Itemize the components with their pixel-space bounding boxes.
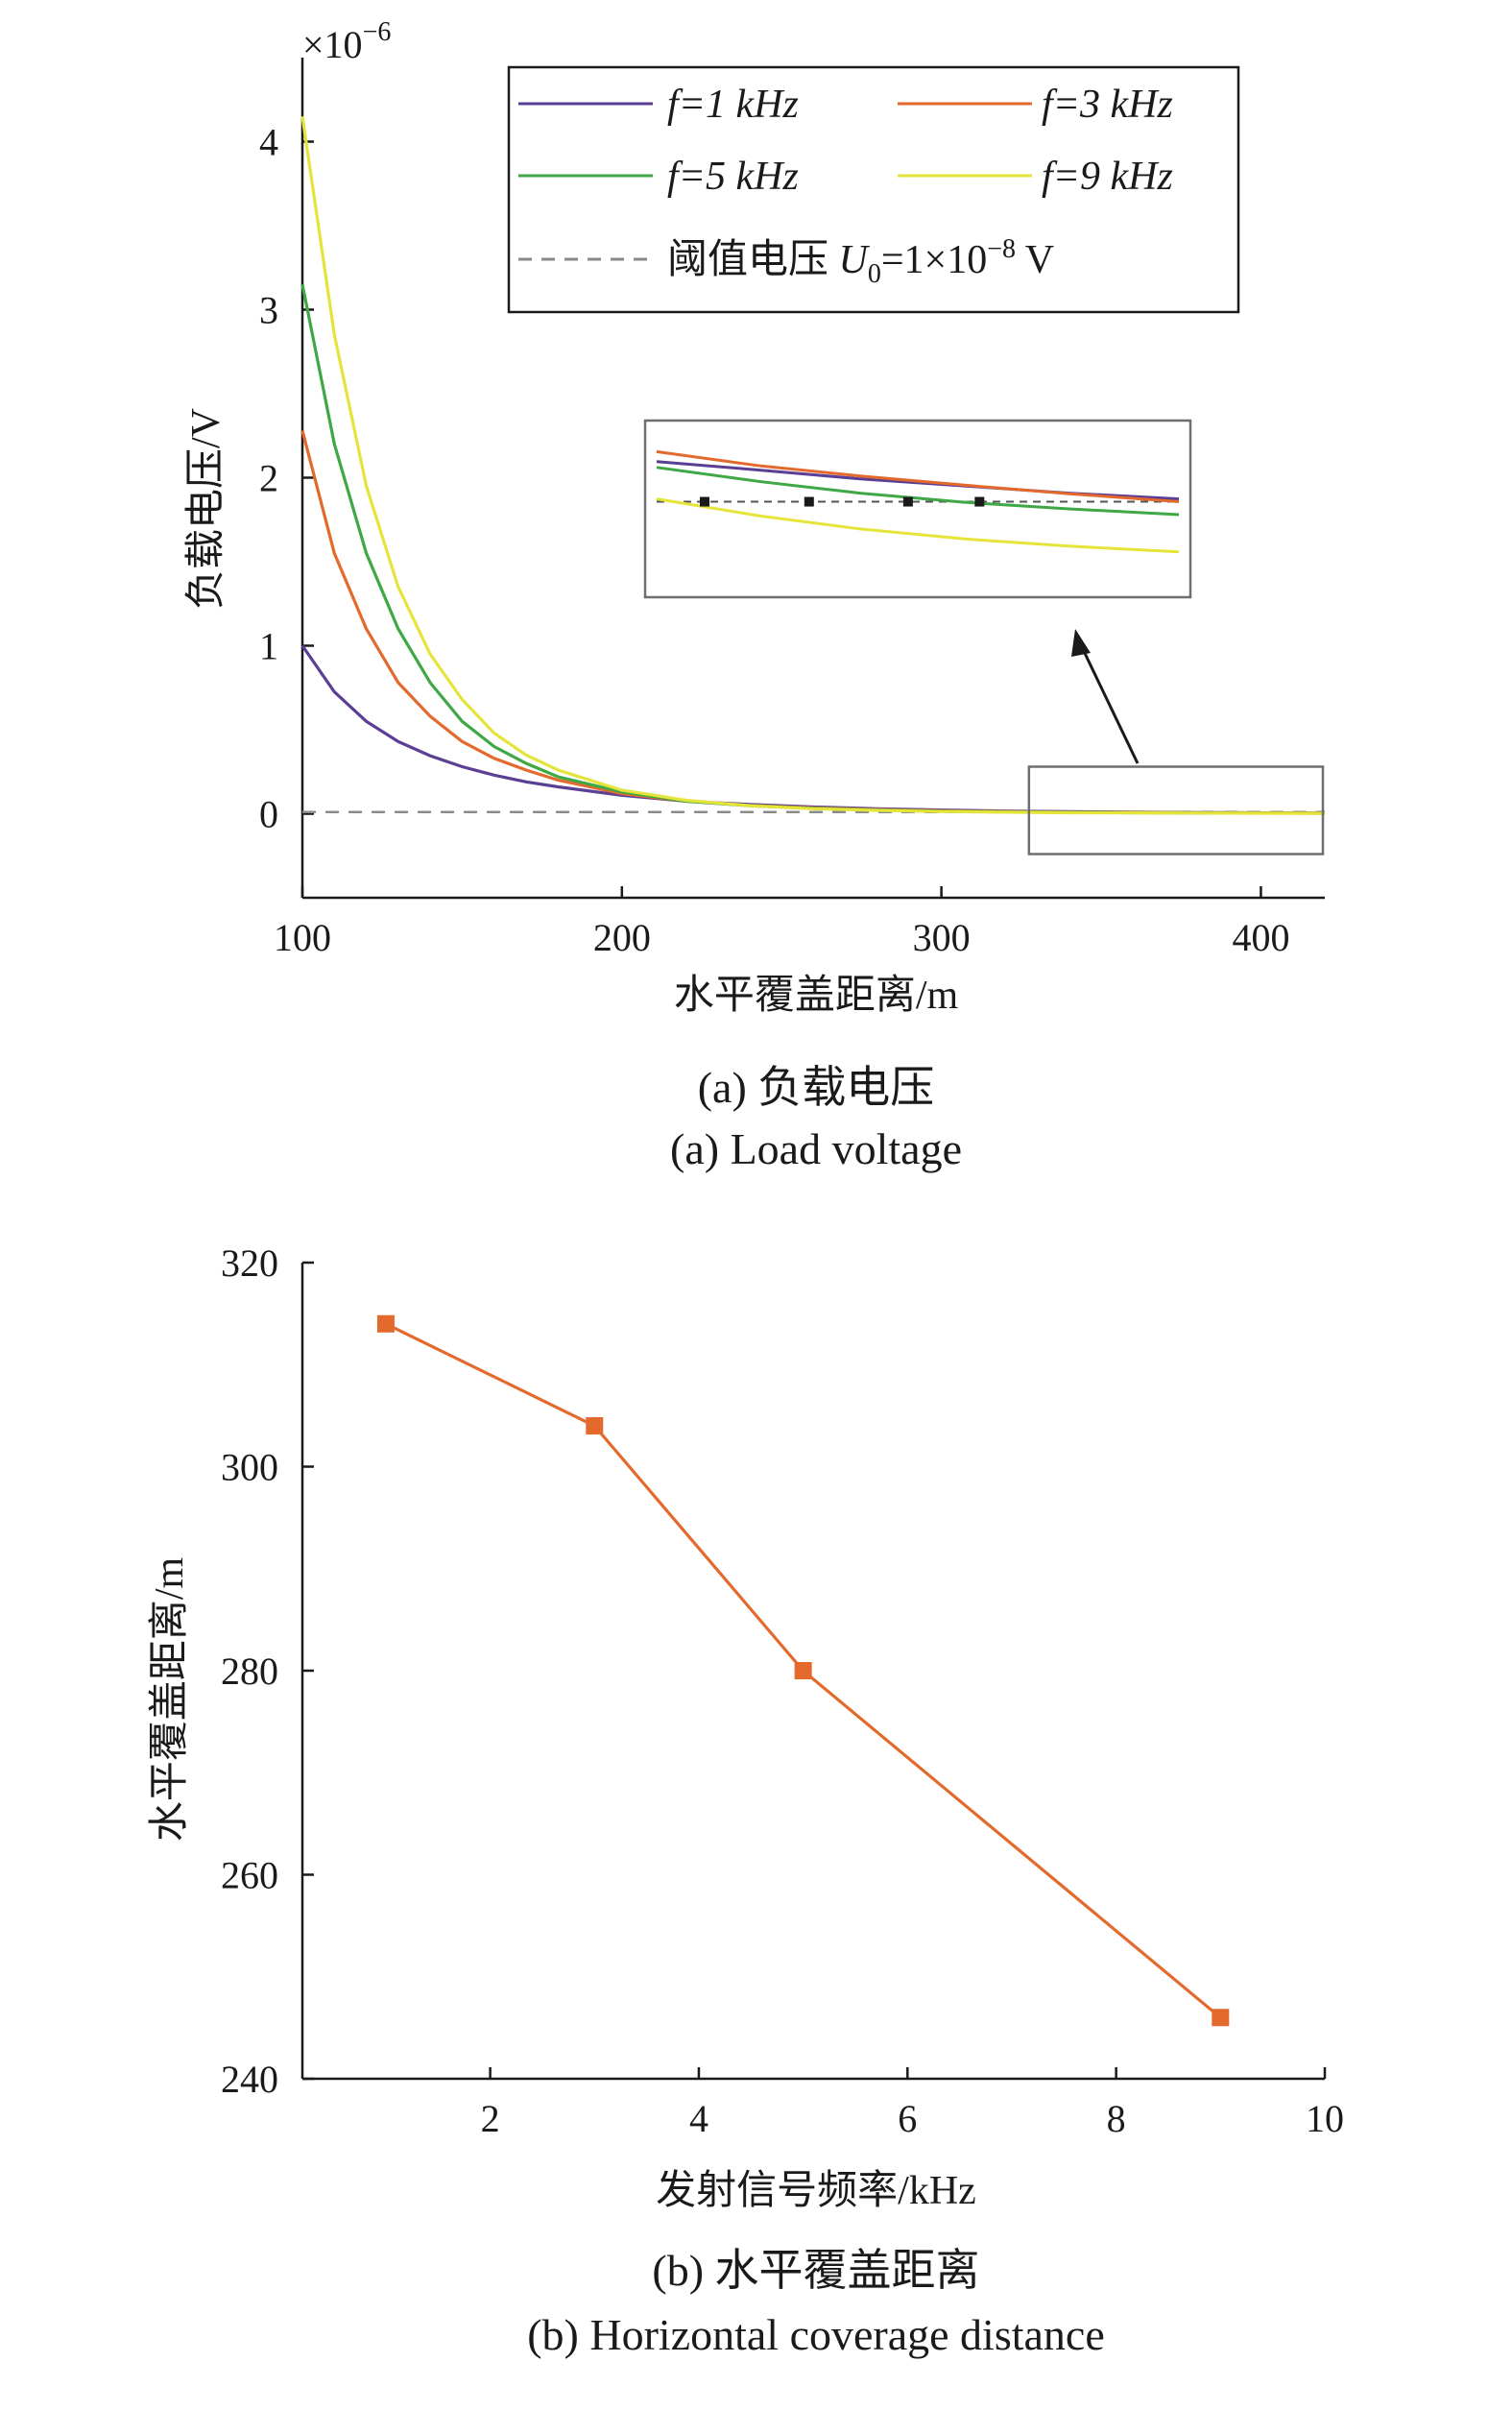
legend-label-threshold: 阈值电压 U0=1×10−8 V xyxy=(667,234,1054,289)
panel-b-axes: 2 4 6 8 10 240 260 280 300 320 xyxy=(221,1241,1344,2140)
legend-item-f1: f=1 kHz xyxy=(518,83,799,127)
inset-crossing-marker xyxy=(804,496,814,507)
inset-crossing-marker xyxy=(974,496,985,507)
panel-a-series xyxy=(300,116,1326,815)
legend-label-f1: f=1 kHz xyxy=(667,83,799,127)
caption-a-cn: (a) 负载电压 xyxy=(698,1063,935,1112)
panel-b-series xyxy=(376,1314,1230,2027)
zoom-arrow-head xyxy=(1071,629,1091,657)
zoom-region-box xyxy=(1027,765,1325,856)
panel-a-inset-zoom xyxy=(643,419,1325,856)
inset-series-f3 xyxy=(656,449,1180,503)
x-tick-label-b: 8 xyxy=(1107,2097,1126,2140)
y-tick-label-a: 1 xyxy=(259,625,278,668)
x-tick-label-a: 300 xyxy=(913,916,971,959)
inset-crossing-marker xyxy=(902,496,913,507)
x-tick-label-a: 200 xyxy=(593,916,651,959)
caption-b-cn: (b) 水平覆盖距离 xyxy=(652,2246,979,2295)
x-tick-label-a: 400 xyxy=(1232,916,1289,959)
panel-a-axes: 100 200 300 400 0 1 2 3 4 xyxy=(259,58,1325,959)
legend-box xyxy=(507,65,1240,314)
legend: f=1 kHz f=3 kHz f=5 kHz f=9 kHz 阈值电压 U0=… xyxy=(507,65,1240,314)
y-tick-label-a: 0 xyxy=(259,793,278,836)
series-line-f1 xyxy=(300,644,1326,815)
y-tick-label-b: 300 xyxy=(221,1446,278,1489)
y-axis-label-b: 水平覆盖距离/m xyxy=(147,1557,192,1843)
y-tick-label-a: 4 xyxy=(259,121,278,164)
legend-label-f3: f=3 kHz xyxy=(1042,83,1173,127)
zoom-arrow-line xyxy=(1079,644,1140,764)
panel-a-load-voltage: ×10−6 100 200 300 400 0 1 2 3 4 f=1 kHz f=3 kHz … xyxy=(184,17,1326,1173)
inset-crossing-marker xyxy=(700,496,709,507)
x-tick-label-b: 2 xyxy=(481,2097,500,2140)
x-axis-label-b: 发射信号频率/kHz xyxy=(656,2168,976,2213)
legend-item-f5: f=5 kHz xyxy=(518,155,799,199)
legend-label-f5: f=5 kHz xyxy=(667,155,799,199)
x-tick-label-b: 4 xyxy=(689,2097,708,2140)
legend-item-f3: f=3 kHz xyxy=(898,83,1173,127)
y-tick-label-a: 2 xyxy=(259,457,278,500)
y-tick-label-b: 280 xyxy=(221,1650,278,1693)
caption-a-en: (a) Load voltage xyxy=(670,1124,962,1173)
x-axis-label-a: 水平覆盖距离/m xyxy=(674,973,959,1018)
inset-frame xyxy=(643,419,1192,599)
x-tick-label-a: 100 xyxy=(274,916,331,959)
x-tick-label-b: 6 xyxy=(898,2097,917,2140)
x-tick-label-b: 10 xyxy=(1306,2097,1344,2140)
legend-item-f9: f=9 kHz xyxy=(898,155,1173,199)
coverage-point xyxy=(1212,2009,1230,2027)
panel-b-coverage-distance: 2 4 6 8 10 240 260 280 300 320 水平覆盖距离/m 发射信号频率/kH… xyxy=(147,1241,1344,2359)
y-tick-label-a: 3 xyxy=(259,289,278,332)
y-exponent-label: ×10−6 xyxy=(302,17,391,66)
legend-item-threshold: 阈值电压 U0=1×10−8 V xyxy=(518,234,1054,289)
coverage-point xyxy=(376,1314,395,1333)
caption-b-en: (b) Horizontal coverage distance xyxy=(527,2310,1105,2359)
y-axis-label-a: 负载电压/V xyxy=(184,408,228,610)
coverage-point xyxy=(794,1662,812,1679)
y-tick-label-b: 240 xyxy=(221,2058,278,2101)
inset-series-f9 xyxy=(656,497,1180,554)
series-line-f9 xyxy=(300,116,1326,815)
coverage-line xyxy=(385,1322,1222,2019)
coverage-point xyxy=(586,1417,604,1434)
legend-label-f9: f=9 kHz xyxy=(1042,155,1173,199)
y-tick-label-b: 260 xyxy=(221,1854,278,1897)
y-tick-label-b: 320 xyxy=(221,1241,278,1285)
